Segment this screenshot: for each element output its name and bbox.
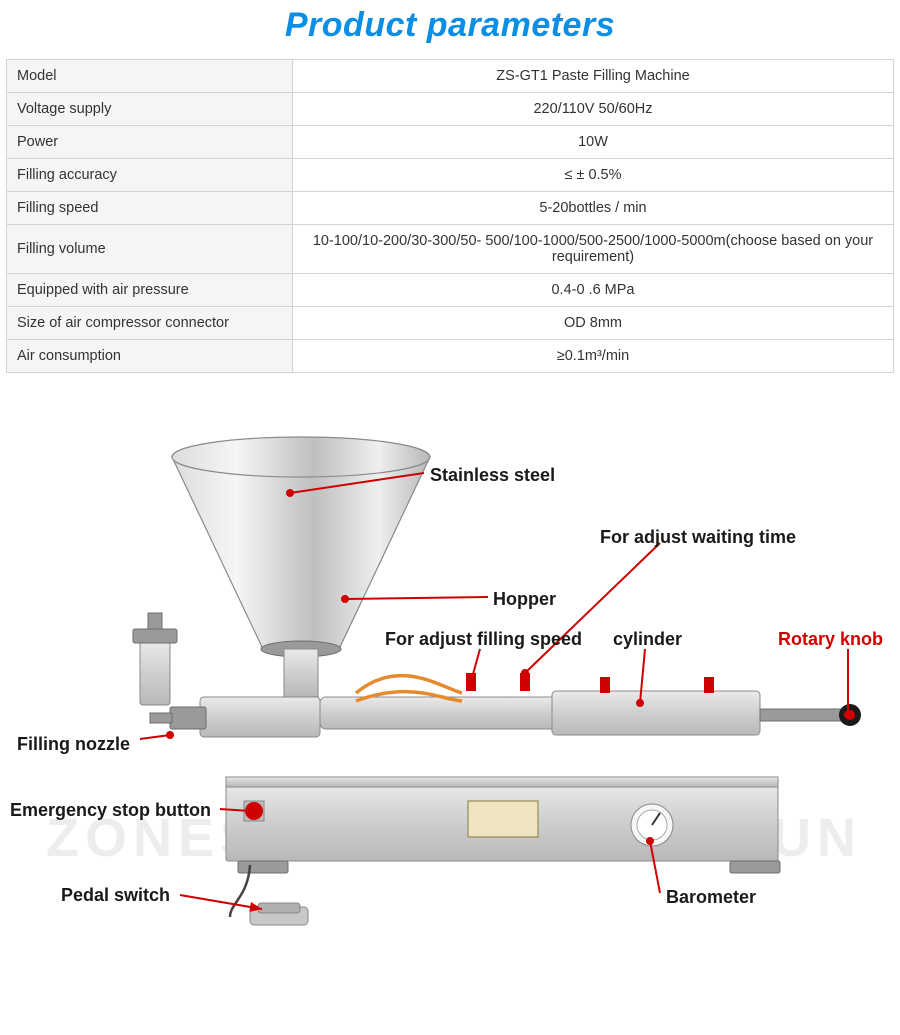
specs-table: ModelZS-GT1 Paste Filling MachineVoltage… [6,59,894,373]
callout-fillspeed: For adjust filling speed [385,629,582,650]
spec-label: Voltage supply [7,93,293,126]
table-row: Voltage supply220/110V 50/60Hz [7,93,894,126]
callout-waiting: For adjust waiting time [600,527,796,548]
callout-stainless: Stainless steel [430,465,555,486]
spec-value: 10-100/10-200/30-300/50- 500/100-1000/50… [293,225,894,274]
table-row: Filling volume10-100/10-200/30-300/50- 5… [7,225,894,274]
spec-label: Model [7,60,293,93]
spec-value: 220/110V 50/60Hz [293,93,894,126]
table-row: Air consumption≥0.1m³/min [7,340,894,373]
table-row: Filling accuracy≤ ± 0.5% [7,159,894,192]
callout-rotary: Rotary knob [778,629,883,650]
spec-label: Size of air compressor connector [7,307,293,340]
spec-label: Filling speed [7,192,293,225]
spec-label: Filling volume [7,225,293,274]
spec-value: ≥0.1m³/min [293,340,894,373]
machine-svg [0,397,900,997]
spec-label: Power [7,126,293,159]
page-title: Product parameters [285,6,615,45]
callout-hopper: Hopper [493,589,556,610]
spec-value: OD 8mm [293,307,894,340]
table-row: Filling speed5-20bottles / min [7,192,894,225]
table-row: Equipped with air pressure0.4-0 .6 MPa [7,274,894,307]
product-diagram: ZONESUN ZONESUN [0,397,900,997]
table-row: Size of air compressor connectorOD 8mm [7,307,894,340]
callout-nozzle: Filling nozzle [17,734,130,755]
spec-value: 5-20bottles / min [293,192,894,225]
spec-value: 0.4-0 .6 MPa [293,274,894,307]
table-row: ModelZS-GT1 Paste Filling Machine [7,60,894,93]
specs-tbody: ModelZS-GT1 Paste Filling MachineVoltage… [7,60,894,373]
callout-barometer: Barometer [666,887,756,908]
callout-pedal: Pedal switch [61,885,170,906]
spec-label: Equipped with air pressure [7,274,293,307]
callout-cylinder: cylinder [613,629,682,650]
spec-label: Air consumption [7,340,293,373]
callout-estop: Emergency stop button [10,800,211,821]
spec-value: 10W [293,126,894,159]
spec-value: ZS-GT1 Paste Filling Machine [293,60,894,93]
spec-label: Filling accuracy [7,159,293,192]
spec-value: ≤ ± 0.5% [293,159,894,192]
table-row: Power10W [7,126,894,159]
